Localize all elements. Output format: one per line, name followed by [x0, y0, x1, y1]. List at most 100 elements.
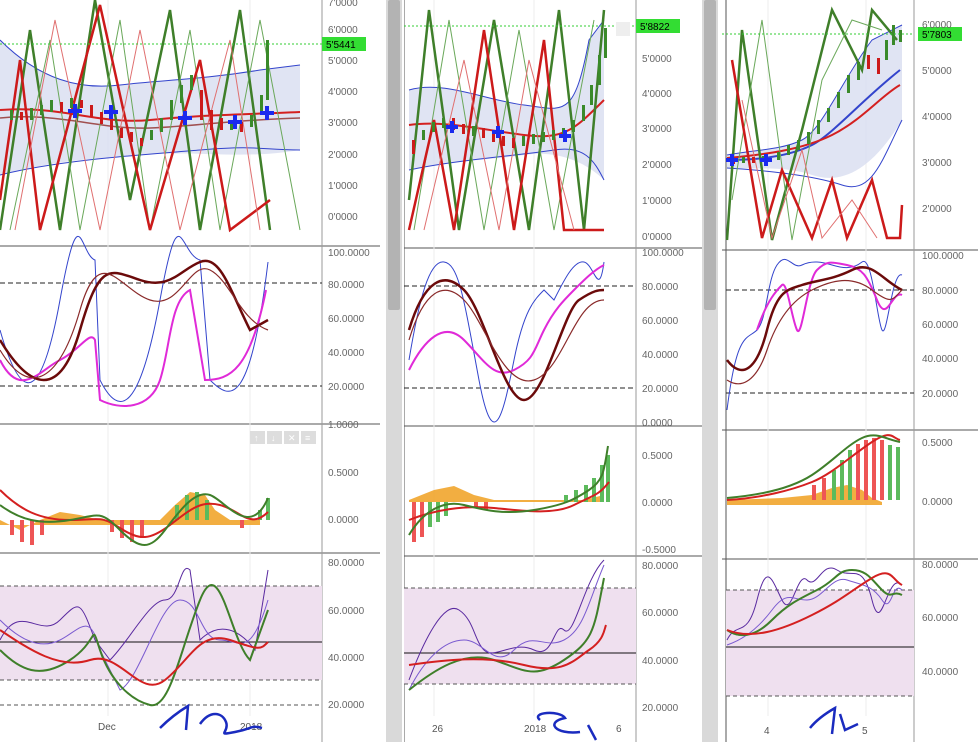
svg-text:6: 6 — [616, 724, 622, 735]
down-arrow-icon: ↓ — [271, 433, 276, 443]
svg-text:4'0000: 4'0000 — [642, 89, 672, 100]
svg-text:80.0000: 80.0000 — [922, 286, 959, 297]
svg-text:40.0000: 40.0000 — [328, 348, 365, 359]
stoch-maroon-2 — [0, 268, 269, 379]
svg-text:4: 4 — [764, 726, 770, 737]
svg-text:0'0000: 0'0000 — [328, 212, 358, 223]
svg-text:40.0000: 40.0000 — [642, 656, 679, 667]
svg-text:20.0000: 20.0000 — [328, 700, 365, 711]
macd-pane-right — [726, 434, 901, 505]
rsi-red — [0, 629, 269, 686]
svg-text:60.0000: 60.0000 — [642, 316, 679, 327]
svg-text:2'0000: 2'0000 — [328, 150, 358, 161]
svg-text:0.0000: 0.0000 — [922, 497, 953, 508]
svg-text:2'0000: 2'0000 — [642, 160, 672, 171]
svg-text:80.0000: 80.0000 — [642, 561, 679, 572]
svg-text:40.0000: 40.0000 — [642, 350, 679, 361]
macd-axis-right: 0.5000 0.0000 — [922, 438, 953, 508]
stochastic-pane-right — [726, 258, 914, 411]
svg-text:20.0000: 20.0000 — [642, 384, 679, 395]
svg-text:0.5000: 0.5000 — [642, 451, 673, 462]
svg-text:60.0000: 60.0000 — [328, 314, 365, 325]
osc-axis-middle: 100.0000 80.0000 60.0000 40.0000 20.0000… — [642, 248, 684, 429]
price-tag-left — [322, 37, 366, 51]
stochastic-pane-middle — [404, 261, 636, 423]
svg-text:-0.5000: -0.5000 — [642, 545, 676, 556]
svg-text:2'0000: 2'0000 — [922, 204, 952, 215]
chart-svg-left: 5'5441 7'0000 6'0000 5'0000 4'0000 3'000… — [0, 0, 380, 742]
stochastic-pane-left — [0, 235, 322, 407]
price-pane-right — [722, 6, 914, 242]
rsi-axis-left: 80.0000 60.0000 40.0000 20.0000 — [328, 558, 365, 711]
rsi-band — [0, 586, 322, 680]
svg-text:60.0000: 60.0000 — [328, 606, 365, 617]
close-icon: ✕ — [288, 433, 296, 443]
price-axis-left: 7'0000 6'0000 5'0000 4'0000 3'0000 2'000… — [328, 0, 358, 223]
svg-text:0.0000: 0.0000 — [642, 498, 673, 509]
svg-text:2018: 2018 — [240, 722, 263, 733]
rsi-pane-right — [726, 567, 914, 697]
svg-text:6'0000: 6'0000 — [328, 25, 358, 36]
price-tag-text-left: 5'5441 — [326, 40, 356, 51]
scrollbar-left[interactable] — [386, 0, 402, 742]
price-pane-left — [0, 0, 322, 233]
blue-cross-markers — [446, 121, 571, 142]
zigzag-red — [407, 29, 604, 232]
chart-panel-middle[interactable]: 5'8822 5'0000 4'0000 3'0000 2'0000 1'000… — [404, 0, 702, 742]
rsi-pane-left — [0, 567, 322, 707]
macd-axis-middle: 0.5000 0.0000 -0.5000 — [642, 451, 676, 556]
svg-text:40.0000: 40.0000 — [922, 667, 959, 678]
macd-pane-left: ↑ ↓ ✕ ≡ — [0, 431, 316, 546]
svg-text:5'0000: 5'0000 — [642, 54, 672, 65]
chart-toolbar-left[interactable]: ↑ ↓ ✕ ≡ — [250, 431, 316, 444]
svg-text:80.0000: 80.0000 — [922, 560, 959, 571]
svg-text:100.0000: 100.0000 — [922, 251, 964, 262]
chart-svg-right: 5'7803 6'0000 5'0000 4'0000 3'0000 2'000… — [722, 0, 978, 742]
scrollbar-thumb-left[interactable] — [388, 0, 400, 310]
scrollbar-thumb-middle[interactable] — [704, 0, 716, 310]
price-pane-middle — [404, 9, 636, 232]
svg-text:20.0000: 20.0000 — [642, 703, 679, 714]
svg-text:80.0000: 80.0000 — [328, 558, 365, 569]
rsi-purple — [0, 567, 269, 661]
rsi-pane-middle — [404, 559, 636, 691]
price-tag-text-middle: 5'8822 — [640, 22, 670, 33]
scrollbar-middle[interactable] — [702, 0, 718, 742]
bollinger-band-lower — [0, 147, 301, 176]
blue-cross-markers — [68, 104, 274, 129]
chart-panel-left[interactable]: 5'5441 7'0000 6'0000 5'0000 4'0000 3'000… — [0, 0, 380, 742]
svg-text:5: 5 — [862, 726, 868, 737]
zigzag-green — [407, 9, 606, 231]
zigzag-red — [0, 4, 271, 233]
svg-text:0.5000: 0.5000 — [922, 438, 953, 449]
svg-text:4'0000: 4'0000 — [328, 87, 358, 98]
svg-text:80.0000: 80.0000 — [328, 280, 365, 291]
svg-text:1.0000: 1.0000 — [328, 420, 359, 431]
svg-text:3'0000: 3'0000 — [642, 124, 672, 135]
chart-panel-right[interactable]: 5'7803 6'0000 5'0000 4'0000 3'0000 2'000… — [722, 0, 978, 742]
svg-text:20.0000: 20.0000 — [922, 389, 959, 400]
svg-text:100.0000: 100.0000 — [328, 248, 370, 259]
svg-text:5'0000: 5'0000 — [922, 66, 952, 77]
rsi-purple-thin — [0, 599, 269, 691]
rsi-green — [0, 584, 269, 707]
settings-icon: ≡ — [305, 433, 310, 443]
svg-text:0.5000: 0.5000 — [328, 468, 359, 479]
osc-axis-left: 100.0000 80.0000 60.0000 40.0000 20.0000 — [328, 248, 370, 393]
svg-text:0.0000: 0.0000 — [328, 515, 359, 526]
zigzag-red-thin — [14, 19, 261, 231]
price-axis-middle: 5'0000 4'0000 3'0000 2'0000 1'0000 0'000… — [642, 54, 672, 243]
rsi-axis-middle: 80.0000 60.0000 40.0000 20.0000 — [642, 561, 679, 714]
osc-axis-right: 100.0000 80.0000 60.0000 40.0000 20.0000 — [922, 251, 964, 400]
svg-text:20.0000: 20.0000 — [328, 382, 365, 393]
svg-text:Dec: Dec — [98, 722, 116, 733]
macd-pane-middle — [408, 445, 610, 542]
macd-green-line — [0, 493, 269, 546]
rsi-axis-right: 80.0000 60.0000 40.0000 — [922, 560, 959, 678]
chart-svg-middle: 5'8822 5'0000 4'0000 3'0000 2'0000 1'000… — [404, 0, 702, 742]
svg-text:100.0000: 100.0000 — [642, 248, 684, 259]
x-axis-middle: 26 2018 6 — [432, 724, 622, 735]
svg-text:7'0000: 7'0000 — [328, 0, 358, 9]
svg-text:60.0000: 60.0000 — [642, 608, 679, 619]
svg-text:1'0000: 1'0000 — [642, 196, 672, 207]
